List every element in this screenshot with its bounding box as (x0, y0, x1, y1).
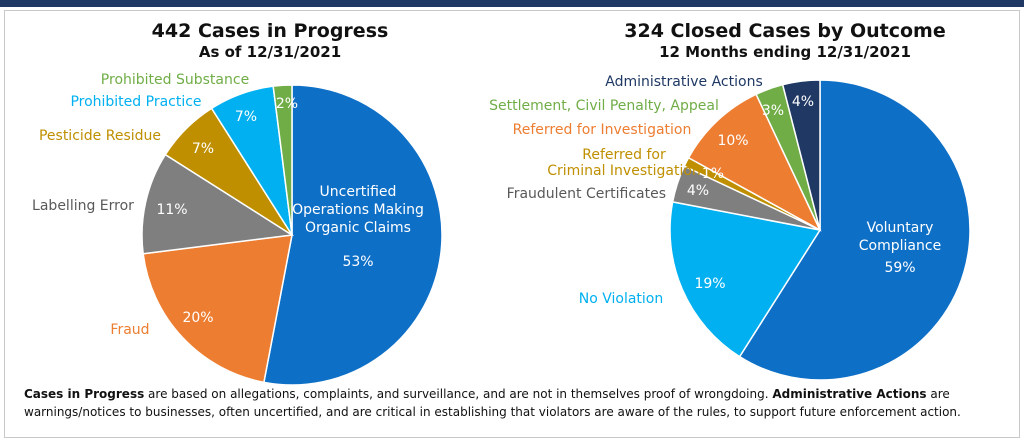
slice-value-label: 4% (687, 183, 709, 199)
pie-slice-prohibited-substance (272, 84, 293, 236)
chart-title-cases-in-progress: 442 Cases in Progress As of 12/31/2021 (140, 20, 400, 62)
top-accent-bar (0, 0, 1024, 7)
footnote-text-2: are warnings/notices to businesses, ofte… (24, 387, 961, 419)
slice-label-no-violation: No Violation (579, 291, 664, 307)
chart-title-text: 324 Closed Cases by Outcome (624, 20, 946, 42)
chart-subtitle-text: As of 12/31/2021 (198, 43, 342, 61)
footnote-text-1: are based on allegations, complaints, an… (144, 387, 773, 401)
chart-title-closed-cases: 324 Closed Cases by Outcome 12 Months en… (610, 20, 960, 62)
slice-value-label: 4% (792, 94, 814, 110)
slice-value-label: 7% (192, 141, 214, 157)
slice-label-settlement-civil-penalty-appeal: Settlement, Civil Penalty, Appeal (489, 98, 719, 114)
pie-slice-referred-for-investigation (687, 93, 822, 232)
slice-label-pesticide-residue: Pesticide Residue (39, 128, 161, 144)
slice-value-label: 11% (156, 202, 187, 218)
slice-label-voluntary-compliance: Voluntary Compliance (859, 220, 941, 254)
slice-value-label: 2% (276, 96, 298, 112)
slice-label-labelling-error: Labelling Error (32, 198, 134, 214)
slice-value-label: 7% (235, 109, 257, 125)
footnote-term-administrative-actions: Administrative Actions (772, 387, 927, 401)
slice-label-uncertified-operations-making-organic-claims: Uncertified Operations Making Organic Clai… (292, 184, 424, 236)
pie-slice-fraud (142, 234, 293, 384)
slice-value-label: 10% (717, 133, 748, 149)
pie-slice-uncertified-operations-making-organic-claims (263, 84, 443, 386)
slice-value-label: 1% (702, 166, 724, 182)
chart-subtitle-text: 12 Months ending 12/31/2021 (659, 43, 911, 61)
chart-title-text: 442 Cases in Progress (151, 20, 389, 42)
pie-slice-administrative-actions (781, 79, 821, 231)
footnote: Cases in Progress are based on allegatio… (24, 385, 994, 421)
slice-label-prohibited-practice: Prohibited Practice (70, 94, 201, 110)
slice-label-prohibited-substance: Prohibited Substance (101, 72, 249, 88)
slice-value-label: 53% (342, 254, 373, 270)
panel-frame (4, 10, 1020, 438)
pie-slice-labelling-error (141, 153, 295, 255)
pie-slice-voluntary-compliance (738, 79, 971, 381)
slice-label-referred-for-investigation: Referred for Investigation (513, 122, 692, 138)
slice-label-administrative-actions: Administrative Actions (605, 74, 763, 90)
pie-slice-no-violation (669, 201, 822, 358)
slice-value-label: 59% (884, 260, 915, 276)
footnote-term-cases-in-progress: Cases in Progress (24, 387, 145, 401)
slice-value-label: 20% (182, 310, 213, 326)
slice-value-label: 3% (762, 103, 784, 119)
slice-label-fraudulent-certificates: Fraudulent Certificates (507, 186, 666, 202)
slice-value-label: 19% (694, 276, 725, 292)
slice-label-fraud: Fraud (110, 322, 149, 338)
slice-label-referred-for-criminal-investigation: Referred for Criminal Investigation (547, 147, 701, 179)
